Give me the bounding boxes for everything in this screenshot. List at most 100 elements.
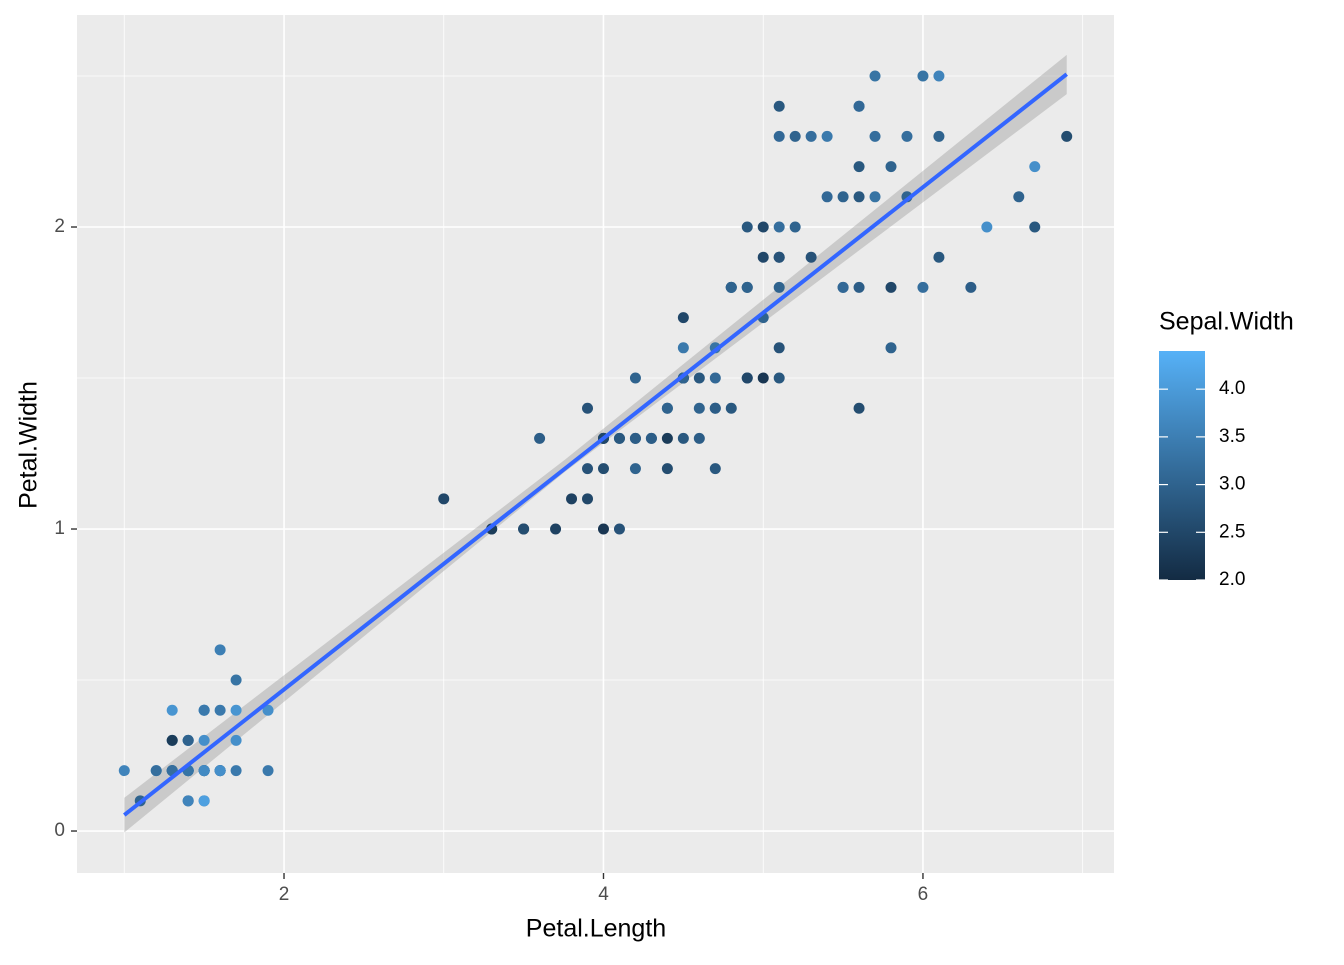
point [182,795,194,807]
point [853,161,865,173]
point [214,704,226,716]
legend-label: 4.0 [1219,378,1245,399]
point [757,372,769,384]
x-tick-label: 6 [918,884,929,905]
point [805,130,817,142]
point [725,281,737,293]
point [262,704,274,716]
point [853,402,865,414]
point [198,704,210,716]
point [917,70,929,82]
point [885,342,897,354]
point [629,372,641,384]
point [837,191,849,203]
point [821,130,833,142]
point [566,493,578,505]
legend-label: 3.5 [1219,426,1245,447]
point [550,523,562,535]
point [597,523,609,535]
point [693,372,705,384]
point [917,281,929,293]
point [582,493,594,505]
point [198,734,210,746]
point [661,463,673,475]
point [981,221,993,233]
point [789,221,801,233]
colorbar [1159,351,1205,580]
y-axis-title: Petal.Width [15,381,43,509]
point [869,191,881,203]
point [214,644,226,656]
point [230,734,242,746]
point [853,191,865,203]
point [709,372,721,384]
point [198,795,210,807]
point [933,130,945,142]
point [933,70,945,82]
point [1013,191,1025,203]
point [1061,130,1073,142]
point [869,70,881,82]
point [597,463,609,475]
point [693,402,705,414]
point [629,432,641,444]
y-tick-label: 0 [54,820,65,841]
point [645,432,657,444]
point [518,523,530,535]
point [789,130,801,142]
point [166,734,178,746]
point [741,221,753,233]
point [965,281,977,293]
point [725,402,737,414]
y-tick-label: 2 [54,216,65,237]
point [773,251,785,263]
point [166,704,178,716]
point [613,523,625,535]
point [757,251,769,263]
point [805,251,817,263]
fit-line [123,72,1068,817]
point [693,432,705,444]
point [853,281,865,293]
point [837,281,849,293]
point [182,734,194,746]
point [534,432,546,444]
point [198,765,210,777]
point [773,342,785,354]
point [869,130,881,142]
point [773,130,785,142]
point [661,402,673,414]
point [709,402,721,414]
point [757,221,769,233]
point [1029,161,1041,173]
y-tick-label: 1 [54,518,65,539]
point [629,463,641,475]
point [677,342,689,354]
point [885,161,897,173]
point [933,251,945,263]
point [1029,221,1041,233]
point [230,765,242,777]
point [821,191,833,203]
point [262,765,274,777]
legend-label: 3.0 [1219,474,1245,495]
point [741,281,753,293]
point [661,432,673,444]
point [773,221,785,233]
point [773,372,785,384]
legend-title: Sepal.Width [1159,308,1294,336]
point [677,312,689,324]
point [230,674,242,686]
point [230,704,242,716]
x-tick-label: 4 [598,884,609,905]
point [773,100,785,112]
legend-label: 2.0 [1219,569,1245,590]
legend-label: 2.5 [1219,521,1245,542]
point [885,281,897,293]
point [773,281,785,293]
point [582,402,594,414]
point [582,463,594,475]
point [438,493,450,505]
x-axis-title: Petal.Length [526,915,666,943]
